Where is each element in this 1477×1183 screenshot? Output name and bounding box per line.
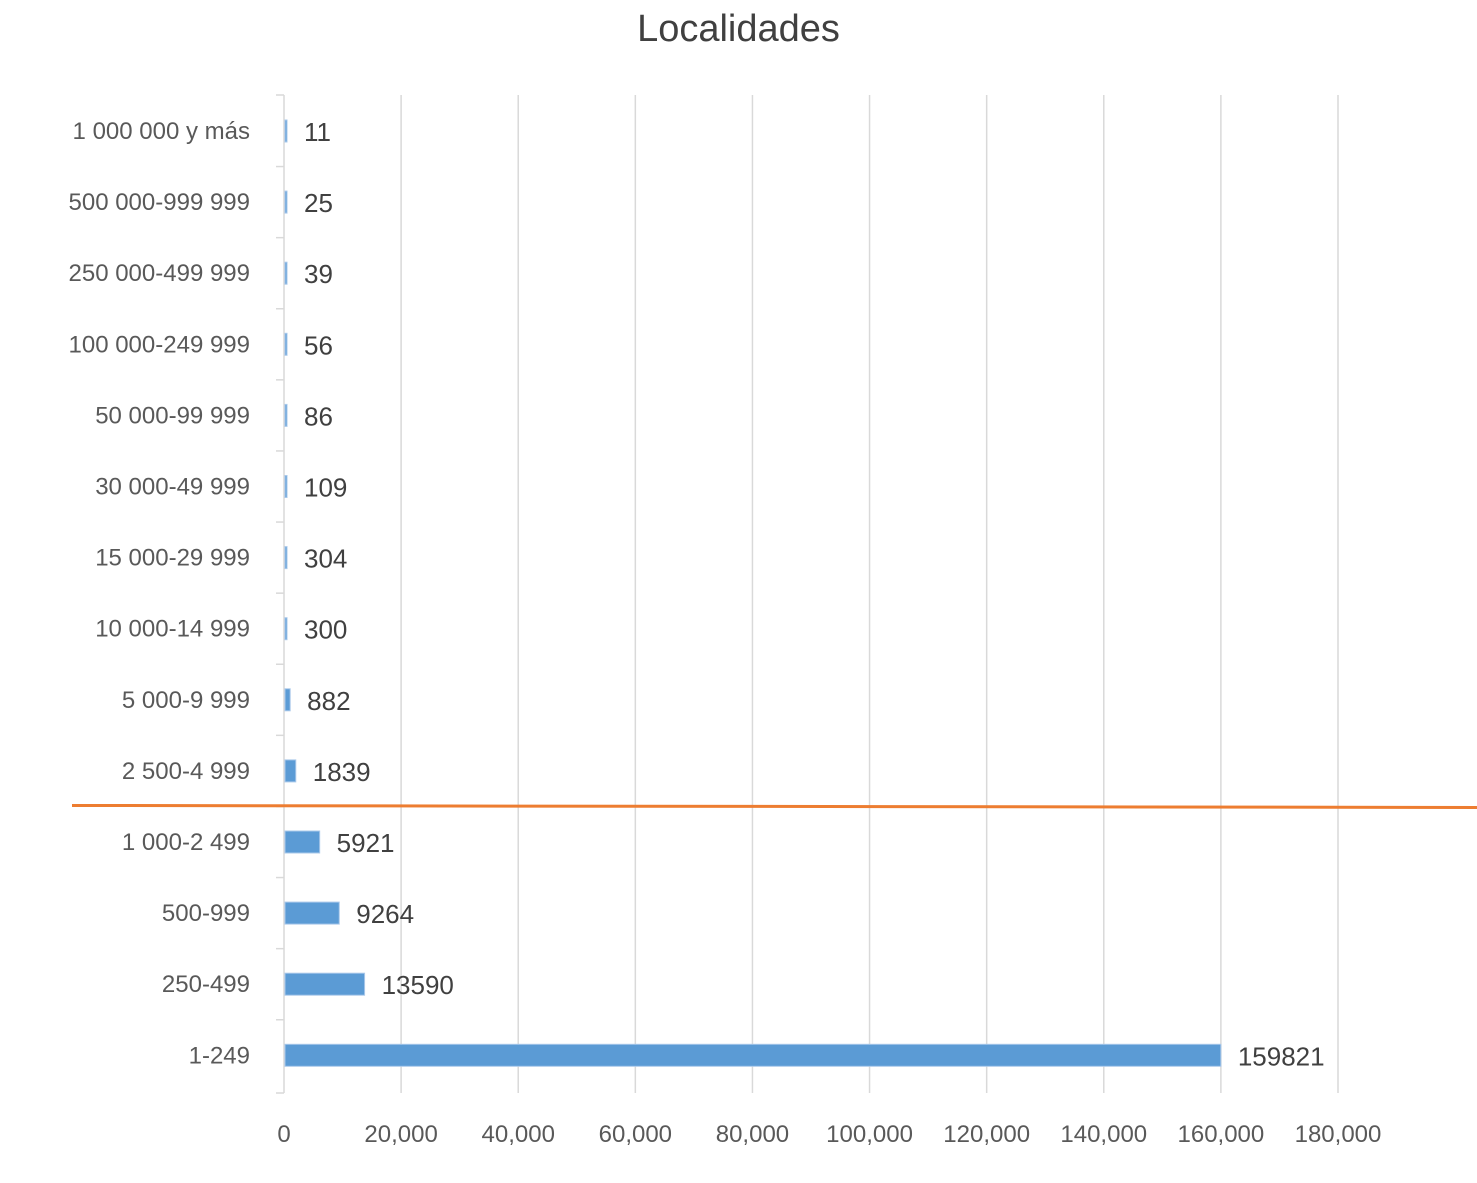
- x-tick-label: 0: [277, 1121, 290, 1148]
- category-label: 1 000 000 y más: [73, 118, 250, 145]
- data-label: 11: [304, 117, 331, 147]
- data-labels: 11 25 39 56 86 109 304 300 882 1839 5921 9264 13590 1…: [304, 117, 1325, 1071]
- bar: [284, 1043, 1222, 1067]
- bar: [284, 190, 288, 214]
- bar: [284, 617, 288, 641]
- category-label: 5 000-9 999: [122, 687, 250, 714]
- bars: [284, 119, 1222, 1067]
- bar: [284, 688, 291, 712]
- data-label: 882: [307, 686, 350, 716]
- x-tick-label: 160,000: [1178, 1121, 1265, 1148]
- category-label: 2 500-4 999: [122, 758, 250, 785]
- data-label: 159821: [1238, 1041, 1325, 1071]
- data-label: 5921: [337, 828, 395, 858]
- bar: [284, 261, 288, 285]
- x-tick-label: 20,000: [364, 1121, 437, 1148]
- category-label: 500-999: [162, 900, 250, 927]
- data-label: 25: [304, 188, 333, 218]
- x-tick-label: 120,000: [943, 1121, 1030, 1148]
- data-label: 9264: [356, 899, 414, 929]
- category-label: 100 000-249 999: [69, 331, 251, 358]
- data-label: 109: [304, 473, 347, 503]
- bar: [284, 546, 288, 570]
- x-tick-label: 80,000: [716, 1121, 789, 1148]
- x-tick-label: 180,000: [1295, 1121, 1382, 1148]
- bar: [284, 119, 288, 143]
- data-label: 1839: [313, 757, 371, 787]
- category-label: 10 000-14 999: [95, 616, 250, 643]
- data-label: 13590: [382, 970, 454, 1000]
- data-label: 86: [304, 401, 333, 431]
- bar: [284, 403, 288, 427]
- bar: [284, 332, 288, 356]
- category-label: 15 000-29 999: [95, 545, 250, 572]
- data-label: 56: [304, 330, 333, 360]
- data-label: 300: [304, 615, 347, 645]
- category-label: 1-249: [189, 1042, 250, 1069]
- data-label: 304: [304, 544, 347, 574]
- category-label: 250 000-499 999: [69, 260, 251, 287]
- category-axis: 1 000 000 y más 500 000-999 999 250 000-49…: [69, 94, 285, 1094]
- x-tick-label: 60,000: [599, 1121, 672, 1148]
- bar: [284, 901, 340, 925]
- category-label: 50 000-99 999: [95, 402, 250, 429]
- chart-title: Localidades: [637, 8, 840, 50]
- x-tick-label: 40,000: [482, 1121, 555, 1148]
- bar: [284, 759, 297, 783]
- x-tick-label: 140,000: [1060, 1121, 1147, 1148]
- separator-layer: [71, 803, 1477, 809]
- category-label: 1 000-2 499: [122, 829, 250, 856]
- bar: [284, 830, 321, 854]
- category-label: 250-499: [162, 971, 250, 998]
- category-label: 500 000-999 999: [69, 189, 251, 216]
- gridlines: [400, 95, 1339, 1093]
- bar: [284, 972, 366, 996]
- category-label: 30 000-49 999: [95, 474, 250, 501]
- bar: [284, 475, 288, 498]
- data-label: 39: [304, 259, 333, 289]
- x-axis-ticks: 0 20,000 40,000 60,000 80,000 100,000 120,000 1…: [277, 1121, 1381, 1148]
- separator-line: [71, 803, 1477, 809]
- x-tick-label: 100,000: [826, 1121, 913, 1148]
